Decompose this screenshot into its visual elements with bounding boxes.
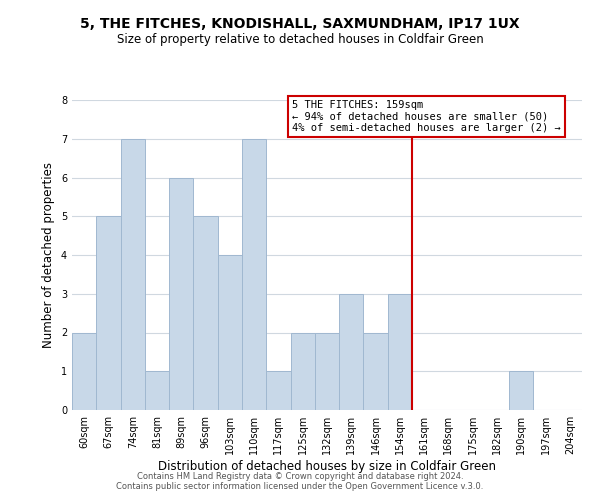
X-axis label: Distribution of detached houses by size in Coldfair Green: Distribution of detached houses by size … xyxy=(158,460,496,473)
Bar xyxy=(121,138,145,410)
Y-axis label: Number of detached properties: Number of detached properties xyxy=(43,162,55,348)
Bar xyxy=(193,216,218,410)
Bar xyxy=(315,332,339,410)
Text: Size of property relative to detached houses in Coldfair Green: Size of property relative to detached ho… xyxy=(116,32,484,46)
Text: Contains public sector information licensed under the Open Government Licence v.: Contains public sector information licen… xyxy=(116,482,484,491)
Bar xyxy=(339,294,364,410)
Bar xyxy=(242,138,266,410)
Bar xyxy=(388,294,412,410)
Bar xyxy=(290,332,315,410)
Text: 5, THE FITCHES, KNODISHALL, SAXMUNDHAM, IP17 1UX: 5, THE FITCHES, KNODISHALL, SAXMUNDHAM, … xyxy=(80,18,520,32)
Text: Contains HM Land Registry data © Crown copyright and database right 2024.: Contains HM Land Registry data © Crown c… xyxy=(137,472,463,481)
Bar xyxy=(509,371,533,410)
Bar xyxy=(218,255,242,410)
Bar xyxy=(96,216,121,410)
Bar xyxy=(266,371,290,410)
Text: 5 THE FITCHES: 159sqm
← 94% of detached houses are smaller (50)
4% of semi-detac: 5 THE FITCHES: 159sqm ← 94% of detached … xyxy=(292,100,560,133)
Bar xyxy=(72,332,96,410)
Bar xyxy=(364,332,388,410)
Bar xyxy=(145,371,169,410)
Bar xyxy=(169,178,193,410)
